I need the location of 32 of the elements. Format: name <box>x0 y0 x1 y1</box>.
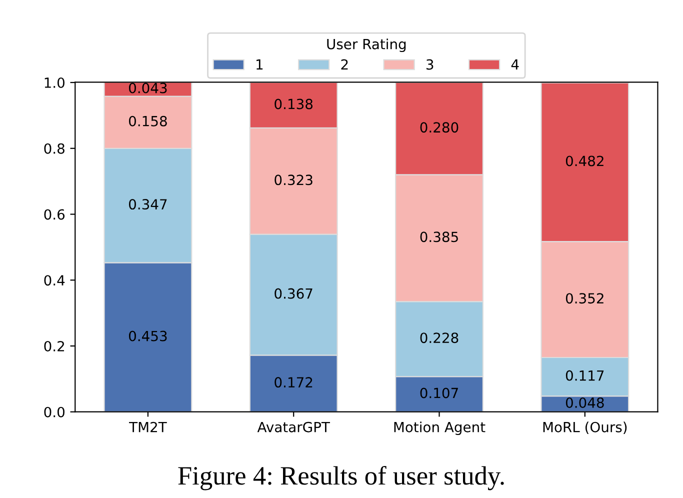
data-label: 0.280 <box>420 122 458 133</box>
legend-label: 3 <box>426 59 434 70</box>
legend-label: 4 <box>511 59 519 70</box>
x-tick-label: TM2T <box>129 422 167 432</box>
x-tick-label: Motion Agent <box>394 422 486 436</box>
data-label: 0.352 <box>566 293 604 304</box>
data-label: 0.172 <box>274 377 312 388</box>
y-tick-label: 0.0 <box>44 406 64 418</box>
y-tick-label: 1.0 <box>44 77 64 88</box>
x-tick-label: MoRL (Ours) <box>543 422 627 434</box>
data-label: 0.323 <box>274 174 312 186</box>
data-label: 0.367 <box>274 288 312 299</box>
data-label: 0.117 <box>566 370 604 381</box>
legend-label: 1 <box>256 59 263 70</box>
y-tick-label: 0.8 <box>44 143 64 154</box>
data-label: 0.385 <box>420 232 458 242</box>
data-label: 0.048 <box>566 397 604 408</box>
caption: Figure 4: Results of user study. <box>178 466 504 490</box>
data-label: 0.138 <box>274 98 313 110</box>
x-tick-label: AvatarGPT <box>257 422 330 432</box>
legend-label: 2 <box>341 59 348 70</box>
data-label: 0.107 <box>420 388 458 398</box>
data-label: 0.228 <box>420 332 458 344</box>
data-label: 0.482 <box>566 156 604 166</box>
legend-title: User Rating <box>327 38 406 52</box>
data-label: 0.158 <box>128 116 167 126</box>
y-tick-label: 0.2 <box>44 340 64 352</box>
data-label: 0.043 <box>128 82 167 94</box>
data-label: 0.453 <box>128 330 167 342</box>
y-tick-label: 0.6 <box>44 209 65 220</box>
y-tick-label: 0.4 <box>44 275 65 286</box>
data-label: 0.347 <box>128 199 167 210</box>
